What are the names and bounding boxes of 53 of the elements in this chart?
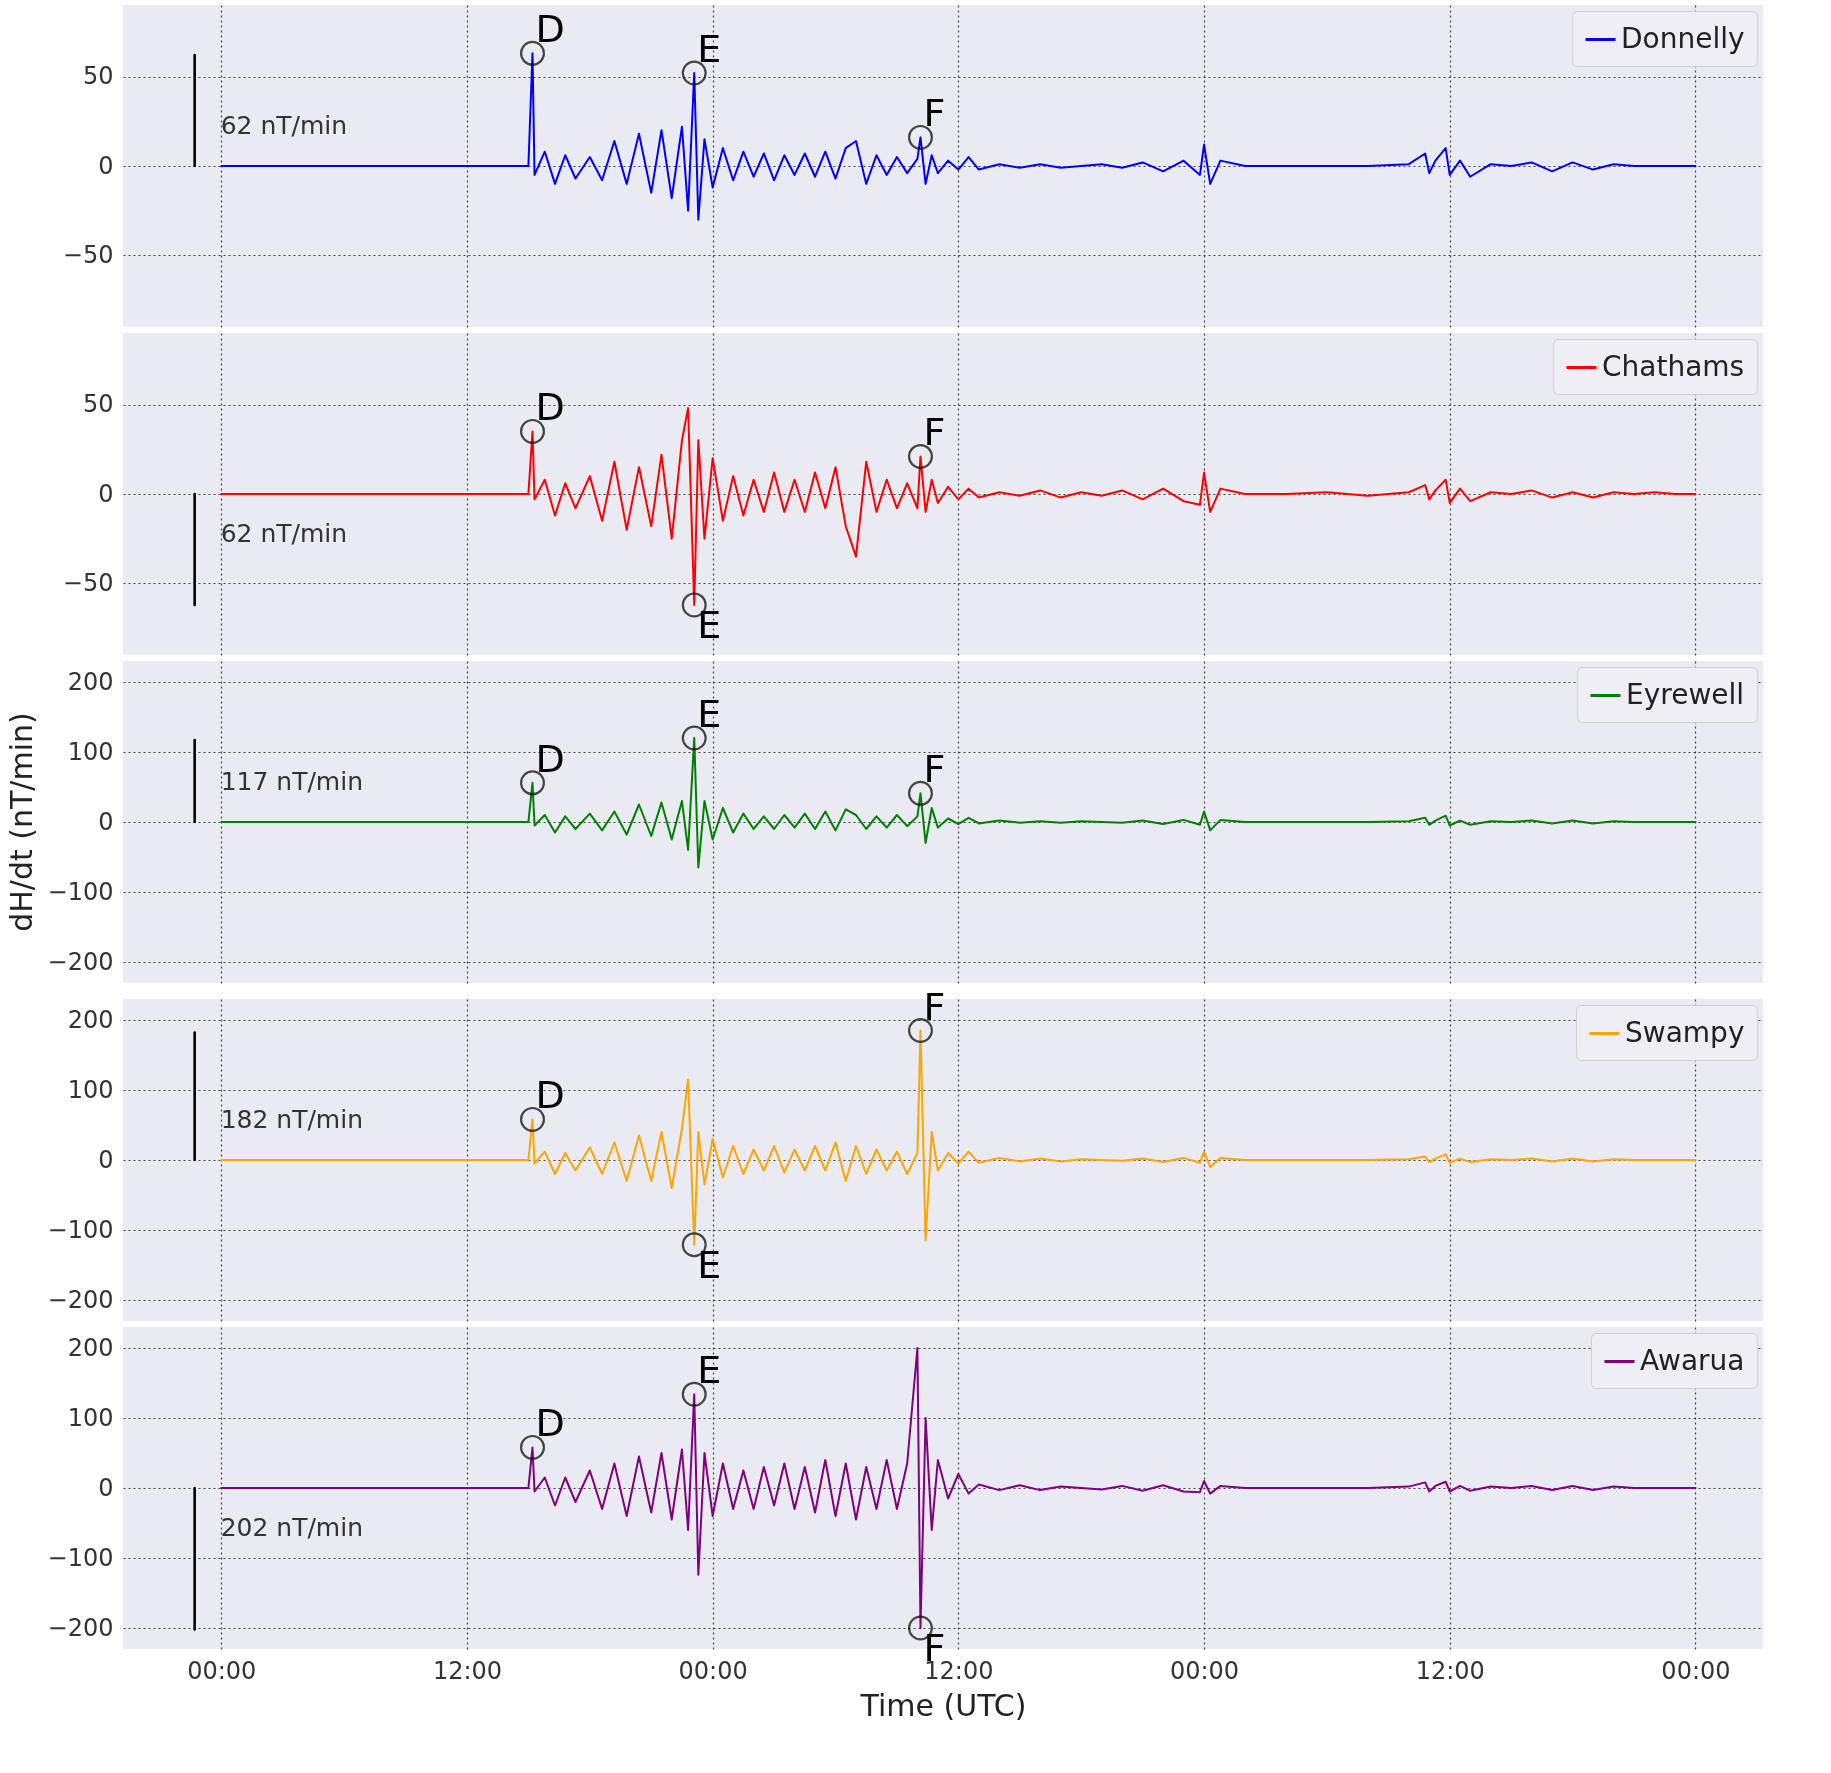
annotation: F [923,747,946,792]
annotation: F [923,410,946,455]
y-tick-label: −200 [47,1613,114,1642]
legend-label: Donnelly [1621,21,1745,55]
x-axis-title: Time (UTC) [859,1687,1027,1723]
x-tick-label: 12:00 [1415,1656,1485,1685]
x-tick-label: 00:00 [1661,1656,1731,1685]
y-tick-label: 0 [98,1473,114,1502]
y-tick-label: 0 [98,479,114,508]
annotation: 182 nT/min [220,1105,364,1134]
annotation: 62 nT/min [220,111,348,140]
annotation: E [697,602,722,647]
x-tick-label: 00:00 [187,1656,257,1685]
y-tick-label: 200 [67,1005,114,1034]
y-tick-label: 50 [82,62,114,91]
annotation: D [535,385,565,430]
annotation: E [697,1242,722,1287]
y-tick-label: −200 [47,947,114,976]
legend-label: Chathams [1602,349,1745,383]
annotation: F [923,984,946,1029]
y-tick-label: −50 [62,240,114,269]
annotation: D [535,736,565,781]
y-tick-label: 100 [67,737,114,766]
legend-label: Awarua [1640,1343,1745,1377]
y-tick-label: −100 [47,1215,114,1244]
x-tick-label: 00:00 [678,1656,748,1685]
annotation: D [535,1401,565,1446]
annotation: D [535,1073,565,1118]
y-tick-label: −50 [62,568,114,597]
y-tick-label: 0 [98,1145,114,1174]
x-tick-label: 12:00 [432,1656,503,1685]
y-tick-label: 0 [98,807,114,836]
legend-label: Swampy [1625,1015,1745,1049]
y-tick-label: −200 [47,1285,114,1314]
y-tick-label: 200 [67,667,114,696]
y-tick-label: −100 [47,1543,114,1572]
y-axis-title: dH/dt (nT/min) [4,712,39,932]
legend-label: Eyrewell [1626,677,1745,711]
annotation: 202 nT/min [220,1513,364,1542]
y-tick-label: 100 [67,1403,114,1432]
annotation: 117 nT/min [220,767,364,796]
annotation: F [923,91,946,136]
annotation: E [697,26,722,71]
y-tick-label: −100 [47,877,114,906]
annotation: 62 nT/min [220,519,348,548]
annotation: E [697,692,722,736]
y-tick-label: 50 [82,390,114,419]
y-tick-label: 100 [67,1075,114,1104]
annotation: D [535,7,565,52]
annotation: E [697,1348,722,1393]
y-tick-label: 0 [98,151,114,180]
y-tick-label: 200 [67,1333,114,1362]
x-tick-label: 00:00 [1169,1656,1240,1685]
